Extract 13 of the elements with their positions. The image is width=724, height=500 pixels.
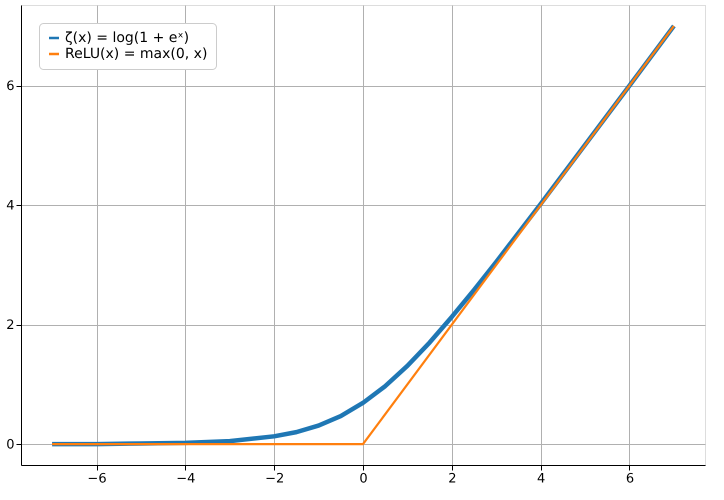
y-tick-label: 6 xyxy=(6,79,14,94)
x-tick-label: −6 xyxy=(87,472,107,486)
y-tick-label: 2 xyxy=(6,318,14,334)
x-tick-label: 4 xyxy=(537,472,546,486)
y-tick-label: 0 xyxy=(6,438,14,453)
x-tick-label: 0 xyxy=(359,472,368,486)
legend-label: ζ(x) = log(1 + eˣ) xyxy=(65,30,190,46)
x-tick-label: 6 xyxy=(626,472,634,486)
x-tick-label: 2 xyxy=(448,472,456,486)
x-tick-label: −4 xyxy=(176,472,196,486)
x-tick-label: −2 xyxy=(265,472,284,486)
legend-label: ReLU(x) = max(0, x) xyxy=(65,46,208,62)
y-tick-label: 4 xyxy=(6,198,14,214)
